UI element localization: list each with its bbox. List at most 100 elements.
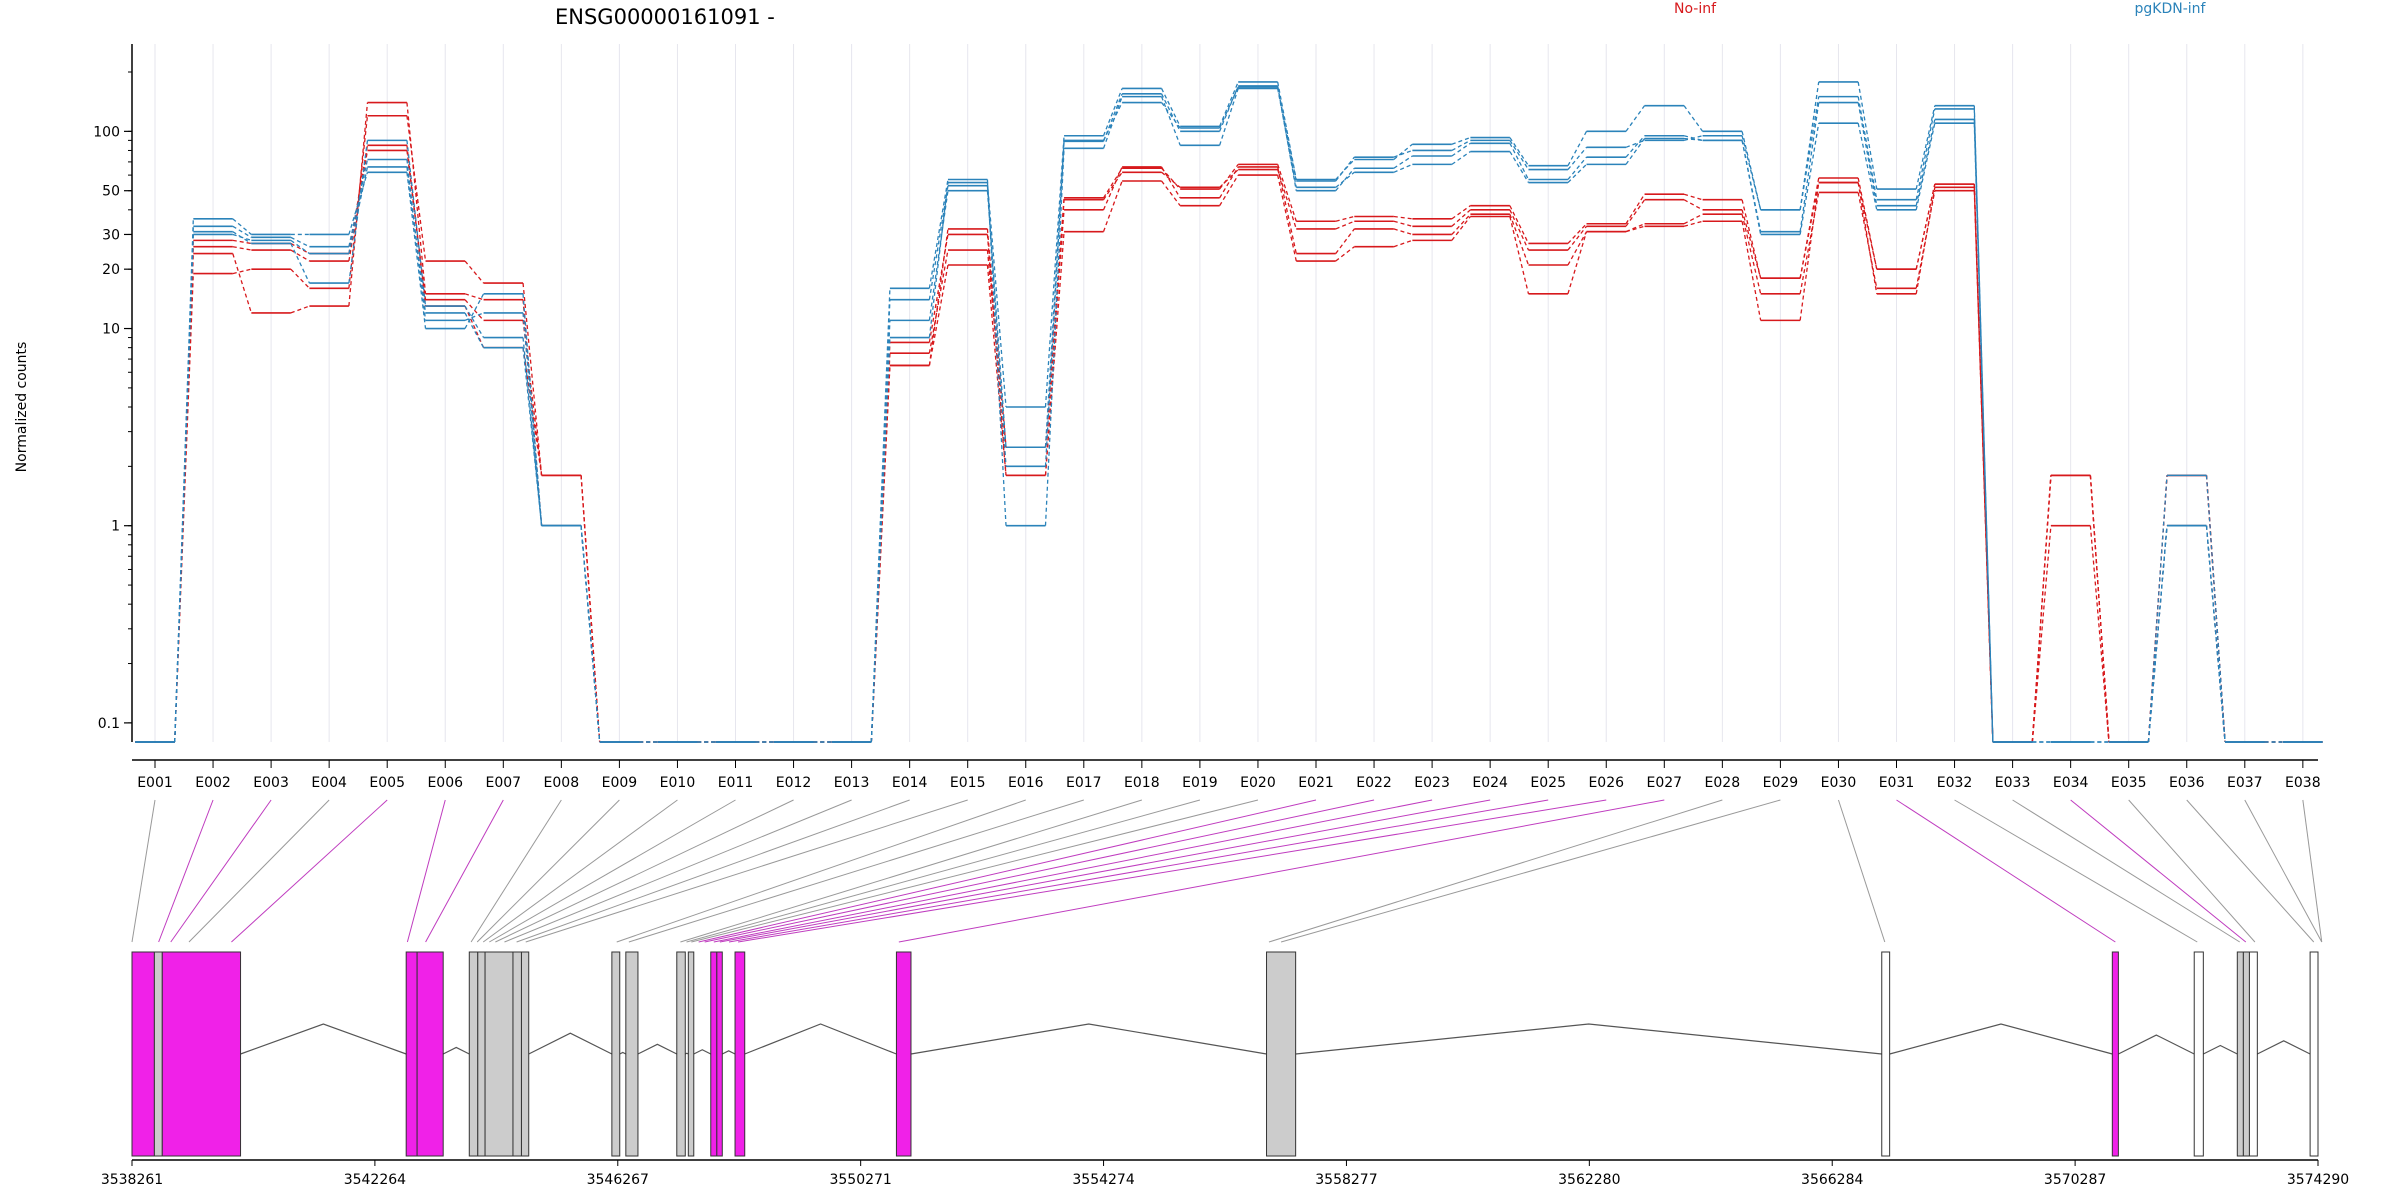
connector-E015 [525, 799, 968, 943]
segment-E023 [1451, 213, 1471, 235]
y-tick-label-100: 100 [93, 124, 120, 140]
segment-E026 [1625, 105, 1646, 132]
coordinate-label-3570287: 3570287 [2044, 1172, 2106, 1188]
x-tick-label-E030: E030 [1821, 775, 1857, 791]
x-tick-label-E037: E037 [2227, 775, 2263, 791]
segment-E019 [1219, 81, 1239, 127]
connector-E014 [516, 799, 910, 943]
coordinate-label-3538261: 3538261 [101, 1172, 163, 1188]
exon-block-3 [405, 951, 418, 1157]
segment-E019 [1219, 88, 1239, 146]
y-tick-label-1: 1 [111, 519, 120, 535]
segment-E034 [2089, 525, 2110, 743]
x-tick-label-E001: E001 [137, 775, 173, 791]
exon-block-12 [676, 951, 686, 1157]
segment-E024 [1509, 213, 1530, 266]
segment-E006 [464, 299, 485, 321]
segment-E005 [406, 172, 427, 329]
exon-block-13 [687, 951, 695, 1157]
x-tick-label-E035: E035 [2111, 775, 2147, 791]
exon-block-2 [161, 951, 242, 1157]
legend-entry-1: pgKDN-inf [2135, 1, 2207, 17]
series-pgKDN-inf-6 [135, 86, 2323, 743]
genomic-coordinate-axis: 3538261 3542264 3546267 3550271 3554274 35582… [101, 1159, 2349, 1188]
segment-E020 [1277, 169, 1297, 230]
segment-E023 [1451, 136, 1471, 145]
x-tick-label-E028: E028 [1705, 775, 1741, 791]
segment-E002 [232, 239, 252, 245]
intron [722, 1050, 736, 1055]
x-tick-label-E009: E009 [602, 775, 638, 791]
connector-E001 [131, 799, 156, 943]
segment-E020 [1277, 166, 1297, 254]
x-tick-label-E034: E034 [2053, 775, 2089, 791]
segment-E025 [1567, 163, 1587, 184]
segment-E022 [1393, 215, 1413, 220]
x-tick-label-E038: E038 [2285, 775, 2321, 791]
segment-E018 [1161, 166, 1181, 199]
segment-E033 [2031, 525, 2052, 743]
intron [1295, 1023, 1882, 1055]
connector-E004 [188, 799, 330, 943]
segment-E029 [1799, 182, 1820, 279]
connector-E011 [489, 799, 736, 943]
series-group [135, 81, 2323, 743]
connector-E012 [495, 799, 794, 943]
connector-E033 [2012, 799, 2240, 943]
segment-E001 [174, 231, 194, 743]
segment-E031 [1915, 108, 1936, 200]
segment-E018 [1161, 93, 1181, 132]
y-tick-label-30: 30 [102, 227, 120, 243]
segment-E015 [986, 182, 1007, 408]
connector-E031 [1896, 799, 2116, 943]
segment-E017 [1102, 171, 1123, 201]
y-tick-label-10: 10 [102, 322, 120, 338]
legend-entry-0: No-inf [1674, 1, 1717, 17]
segment-E030 [1857, 81, 1878, 190]
segment-E023 [1451, 216, 1471, 241]
segment-E002 [232, 225, 252, 238]
x-tick-label-E023: E023 [1414, 775, 1450, 791]
segment-E016 [1044, 135, 1065, 408]
series-pgKDN-inf-5 [135, 85, 2323, 743]
connector-E028 [1268, 799, 1723, 943]
segment-E017 [1102, 167, 1123, 199]
segment-E018 [1160, 96, 1181, 146]
segment-E030 [1857, 96, 1878, 200]
exon-block-14 [710, 951, 718, 1157]
segment-E014 [928, 179, 949, 289]
exon-connectors [131, 799, 2323, 943]
series-No-inf-3 [135, 144, 2323, 743]
x-tick-label-E002: E002 [195, 775, 231, 791]
segment-E013 [870, 337, 891, 743]
segment-E014 [928, 182, 949, 338]
intron [528, 1032, 613, 1055]
segment-E016 [1044, 231, 1065, 476]
x-tick-label-E024: E024 [1472, 775, 1508, 791]
intron [240, 1023, 407, 1055]
coordinate-label-3558277: 3558277 [1315, 1172, 1377, 1188]
intron [2257, 1040, 2311, 1055]
segment-E030 [1857, 192, 1878, 289]
segment-E006 [464, 312, 484, 321]
segment-E003 [290, 236, 310, 248]
connector-E024 [719, 799, 1491, 943]
segment-E031 [1915, 123, 1936, 210]
segment-E014 [928, 228, 949, 366]
y-tick-label-20: 20 [102, 262, 120, 278]
segment-E016 [1044, 141, 1065, 448]
segment-E028 [1741, 221, 1762, 321]
x-tick-label-E031: E031 [1879, 775, 1915, 791]
segment-E021 [1335, 159, 1355, 180]
segment-E021 [1335, 220, 1355, 230]
segment-E017 [1102, 93, 1123, 142]
x-tick-label-E026: E026 [1588, 775, 1624, 791]
y-axis-label: Normalized counts [14, 342, 30, 473]
segment-E029 [1799, 192, 1820, 294]
x-tick-label-E007: E007 [486, 775, 522, 791]
segment-E001 [174, 240, 194, 743]
segment-E004 [348, 159, 369, 247]
segment-E006 [464, 305, 485, 338]
exon-block-21 [2193, 951, 2204, 1157]
coordinate-label-3574290: 3574290 [2287, 1172, 2349, 1188]
